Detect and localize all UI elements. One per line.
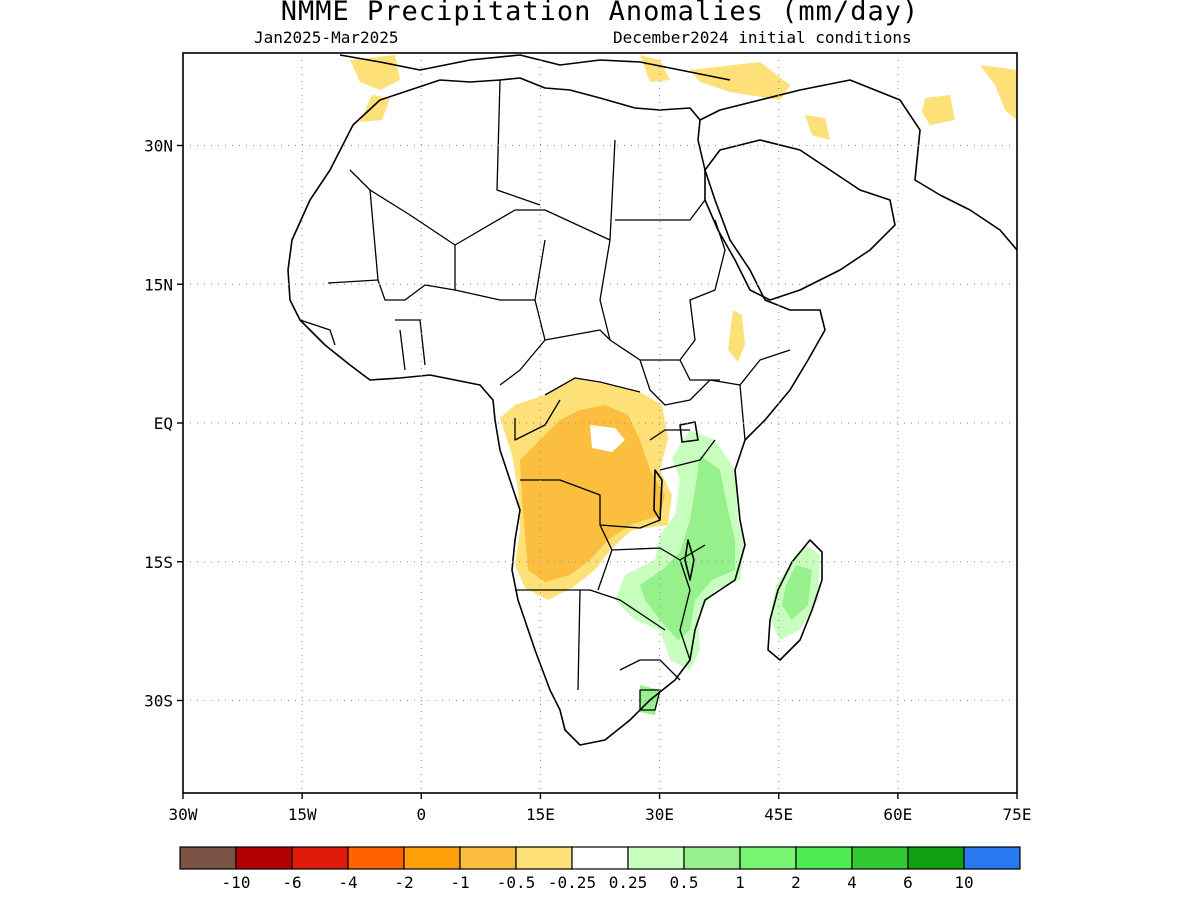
arabia-coastline xyxy=(704,139,896,301)
legend-label: -4 xyxy=(338,873,357,892)
legend-swatch xyxy=(179,846,237,870)
forecast-period: Jan2025-Mar2025 xyxy=(254,28,399,47)
legend-swatch xyxy=(907,846,965,870)
border xyxy=(649,429,690,441)
ethiopia-dry-patch xyxy=(728,310,745,362)
lake-victoria xyxy=(679,421,699,443)
legend-label: -1 xyxy=(450,873,469,892)
asia-dry-patch xyxy=(980,65,1017,120)
legend-label: 10 xyxy=(954,873,973,892)
legend-swatch xyxy=(235,846,293,870)
border xyxy=(499,299,546,386)
border xyxy=(377,245,456,301)
lat-tick-label: 15S xyxy=(144,553,173,572)
mideast-dry-patch xyxy=(805,115,830,140)
legend-swatch xyxy=(627,846,685,870)
border xyxy=(599,219,726,361)
mideast-dry-patch xyxy=(640,55,670,82)
legend-label: -6 xyxy=(282,873,301,892)
border xyxy=(577,589,581,691)
legend-swatch xyxy=(291,846,349,870)
legend-swatch xyxy=(571,846,629,870)
border xyxy=(544,329,611,341)
border xyxy=(299,319,336,346)
border xyxy=(679,359,720,381)
lat-tick-label: 30S xyxy=(144,692,173,711)
legend-label: -2 xyxy=(394,873,413,892)
border xyxy=(619,659,681,681)
lon-tick-label: 15W xyxy=(288,805,317,824)
border xyxy=(639,349,791,406)
border xyxy=(349,139,616,246)
legend-label: 2 xyxy=(791,873,801,892)
lake-malawi xyxy=(684,539,695,581)
lat-tick-label: EQ xyxy=(154,414,173,433)
border xyxy=(679,559,691,661)
lat-tick-label: 30N xyxy=(144,137,173,156)
lon-tick-label: 15E xyxy=(526,805,555,824)
border xyxy=(496,79,541,206)
iran-dry-patch xyxy=(922,95,955,125)
border xyxy=(739,384,746,441)
legend-label: 6 xyxy=(903,873,913,892)
legend-swatch xyxy=(403,846,461,870)
congo-white-hole xyxy=(590,425,625,452)
north-africa-dry-patch xyxy=(350,55,400,90)
legend-label: 0.25 xyxy=(609,873,648,892)
africa-coastline xyxy=(287,77,826,746)
lake-tanganyika xyxy=(653,469,663,521)
legend-label: -10 xyxy=(222,873,251,892)
lon-tick-label: 75E xyxy=(1003,805,1032,824)
legend-label: 4 xyxy=(847,873,857,892)
lon-tick-label: 45E xyxy=(764,805,793,824)
border xyxy=(639,689,661,711)
legend-label: 1 xyxy=(735,873,745,892)
legend-label: 0.5 xyxy=(670,873,699,892)
border xyxy=(544,377,641,396)
border xyxy=(327,189,379,284)
legend-swatch xyxy=(851,846,909,870)
chart-title: NMME Precipitation Anomalies (mm/day) xyxy=(280,0,920,27)
madagascar-coastline xyxy=(767,539,823,661)
legend-swatch xyxy=(795,846,853,870)
madagascar-wet-inner xyxy=(782,565,812,620)
border xyxy=(514,399,561,441)
border xyxy=(515,589,666,631)
graticule xyxy=(183,53,1017,793)
border xyxy=(399,329,406,371)
border xyxy=(520,479,661,529)
border xyxy=(454,239,546,301)
lon-tick-label: 30W xyxy=(169,805,198,824)
legend-swatch xyxy=(347,846,405,870)
north-africa-dry-patch xyxy=(360,95,390,122)
legend-swatch xyxy=(739,846,797,870)
legend-swatch xyxy=(963,846,1021,870)
coastlines xyxy=(287,54,1017,746)
lon-tick-label: 60E xyxy=(883,805,912,824)
legend-swatch xyxy=(683,846,741,870)
mideast-dry-patch xyxy=(690,62,790,100)
lat-tick-label: 15N xyxy=(144,275,173,294)
border xyxy=(395,319,426,366)
legend-label: -0.25 xyxy=(548,873,596,892)
border xyxy=(615,199,706,221)
border xyxy=(659,439,716,471)
color-legend: -10 -6 -4 -2 -1 -0.5 -0.25 0.25 0.5 1 2 4 6 10 xyxy=(179,846,1021,892)
lon-tick-label: 0 xyxy=(416,805,426,824)
angola-congo-dry-core xyxy=(520,405,665,582)
legend-swatch xyxy=(459,846,517,870)
axis-ticks: 30N 15N EQ 15S 30S 30W 15W 0 15E 30E 45E 60E 75E xyxy=(144,137,1031,825)
initial-conditions: December2024 initial conditions xyxy=(613,28,912,47)
legend-swatch xyxy=(515,846,573,870)
eurasia-coastline xyxy=(699,79,1017,251)
lon-tick-label: 30E xyxy=(645,805,674,824)
legend-label: -0.5 xyxy=(497,873,536,892)
